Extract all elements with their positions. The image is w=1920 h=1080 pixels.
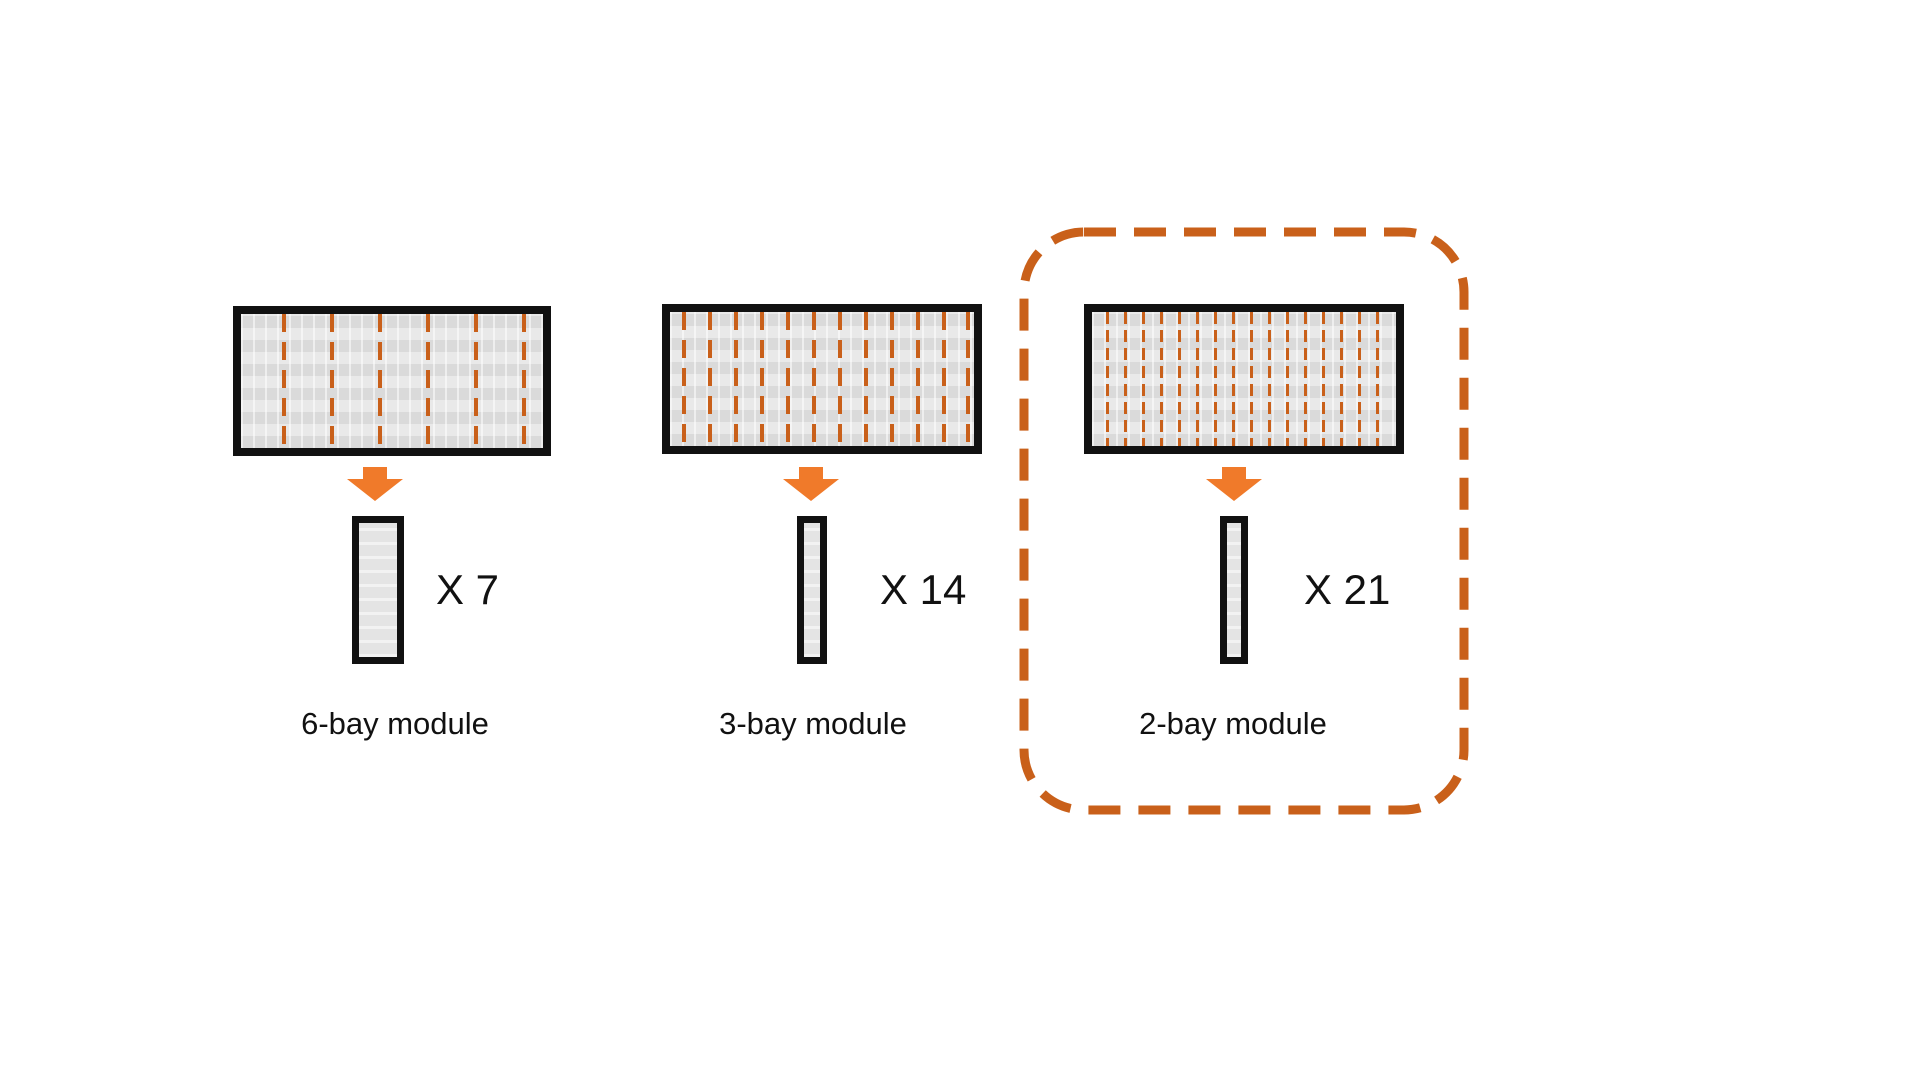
panel-2-bay xyxy=(1084,304,1404,454)
highlight-box xyxy=(1019,227,1469,815)
module-strip-icon xyxy=(797,516,827,664)
panel-6-bay xyxy=(233,306,551,456)
module-strip-icon xyxy=(352,516,404,664)
module-label: 3-bay module xyxy=(719,706,907,741)
module-count: X 7 xyxy=(436,566,500,613)
module-label: 2-bay module xyxy=(1139,706,1327,741)
panel-3-bay xyxy=(662,304,982,454)
module-strip-icon xyxy=(1220,516,1248,664)
down-arrow-icon xyxy=(783,467,839,501)
down-arrow-icon xyxy=(1206,467,1262,501)
module-count: X 21 xyxy=(1304,566,1391,613)
module-label: 6-bay module xyxy=(301,706,489,741)
down-arrow-icon xyxy=(347,467,403,501)
module-count: X 14 xyxy=(880,566,967,613)
